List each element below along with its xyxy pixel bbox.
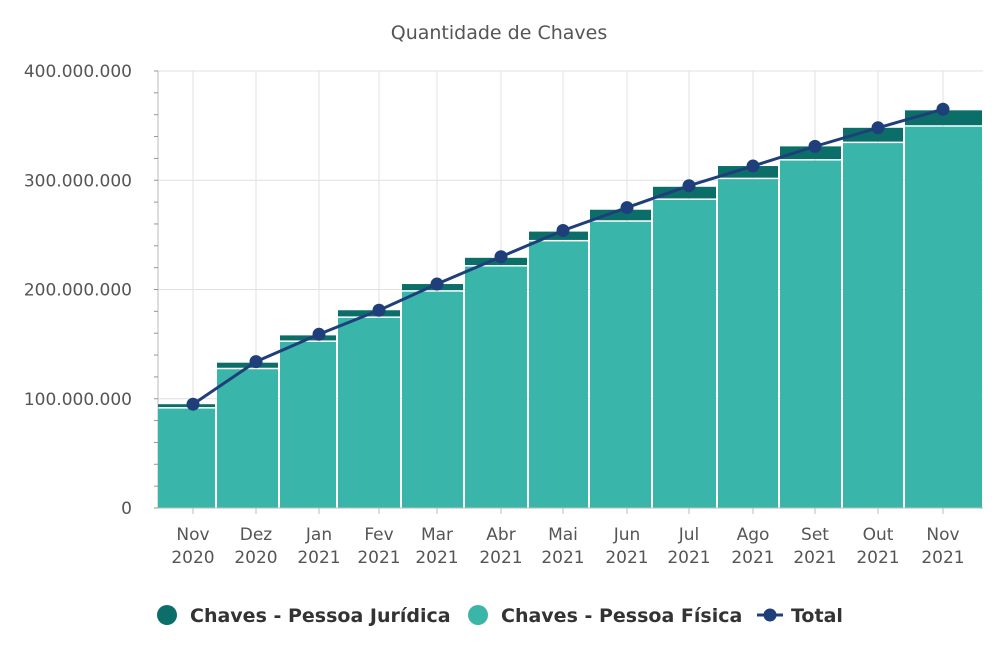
x-tick-label-year: 2021	[297, 548, 340, 568]
x-tick-label-year: 2021	[793, 548, 836, 568]
legend-label: Total	[791, 605, 843, 627]
bar-pessoa-fisica	[280, 341, 336, 508]
bar-pessoa-fisica	[780, 160, 841, 508]
legend[interactable]: Chaves - Pessoa Jurídica Chaves - Pessoa …	[157, 605, 843, 627]
y-tick-label: 0	[121, 499, 132, 519]
total-point	[312, 327, 326, 341]
legend-item[interactable]: Chaves - Pessoa Jurídica	[157, 605, 451, 627]
bar-pessoa-juridica	[653, 186, 716, 199]
y-tick-label: 300.000.000	[24, 171, 132, 191]
x-tick-label-month: Set	[801, 525, 829, 545]
bar-pessoa-juridica	[590, 209, 651, 221]
legend-item[interactable]: Total	[757, 605, 843, 627]
x-tick-label-year: 2021	[415, 548, 458, 568]
x-tick-label-month: Nov	[926, 525, 959, 545]
bar-pessoa-juridica	[529, 231, 588, 240]
total-point	[682, 179, 696, 193]
x-tick-label-year: 2021	[357, 548, 400, 568]
x-tick-label-month: Dez	[240, 525, 273, 545]
bars	[158, 110, 982, 509]
legend-marker	[763, 608, 777, 622]
y-tick-label: 100.000.000	[24, 390, 132, 410]
legend-label: Chaves - Pessoa Jurídica	[190, 605, 451, 627]
bar-pessoa-juridica	[217, 362, 278, 368]
legend-swatch	[157, 605, 177, 625]
x-tick-label-year: 2020	[234, 548, 277, 568]
bar-pessoa-fisica	[217, 369, 278, 508]
bar-pessoa-fisica	[465, 266, 527, 508]
x-tick-label-year: 2021	[479, 548, 522, 568]
total-line	[186, 102, 950, 411]
x-tick-label-month: Abr	[486, 525, 515, 545]
legend-swatch	[468, 605, 488, 625]
bar-pessoa-fisica	[718, 179, 778, 508]
x-tick-label-month: Mai	[548, 525, 578, 545]
y-tick-label: 400.000.000	[24, 62, 132, 82]
total-point	[430, 277, 444, 291]
x-axis: Nov 2020 Dez 2020 Jan 2021 Fev 2021 Mar 2021 Abr 20…	[158, 507, 983, 568]
total-point	[372, 303, 386, 317]
x-tick-label-month: Nov	[176, 525, 209, 545]
x-tick-label-year: 2021	[856, 548, 899, 568]
total-point	[936, 102, 950, 116]
total-point	[494, 250, 508, 264]
x-tick-label-month: Ago	[737, 525, 770, 545]
x-tick-label-year: 2021	[921, 548, 964, 568]
bar-pessoa-fisica	[402, 291, 463, 508]
bar-pessoa-fisica	[905, 126, 982, 508]
bar-pessoa-juridica	[780, 146, 841, 160]
x-tick-label-month: Out	[863, 525, 894, 545]
total-point	[808, 139, 822, 153]
bar-pessoa-fisica	[843, 143, 903, 509]
x-tick-label-year: 2021	[731, 548, 774, 568]
total-point	[746, 159, 760, 173]
x-tick-label-year: 2021	[605, 548, 648, 568]
total-point	[186, 397, 200, 411]
bar-pessoa-juridica	[843, 127, 903, 142]
x-tick-label-month: Mar	[421, 525, 453, 545]
bar-pessoa-juridica	[465, 257, 527, 266]
x-tick-label-year: 2020	[171, 548, 214, 568]
chart-title: Quantidade de Chaves	[391, 22, 607, 44]
total-point	[620, 201, 634, 215]
legend-item[interactable]: Chaves - Pessoa Física	[468, 605, 742, 627]
bar-pessoa-juridica	[718, 166, 778, 178]
bar-pessoa-fisica	[338, 317, 400, 508]
legend-label: Chaves - Pessoa Física	[501, 605, 742, 627]
y-axis: 0 100.000.000 200.000.000 300.000.000 400.00…	[24, 62, 159, 519]
total-point	[871, 121, 885, 135]
bar-pessoa-fisica	[529, 241, 588, 508]
bar-pessoa-fisica	[653, 199, 716, 509]
bar-pessoa-fisica	[590, 221, 651, 508]
x-tick-label-month: Jan	[305, 525, 332, 545]
y-tick-label: 200.000.000	[24, 281, 132, 301]
x-tick-label-year: 2021	[541, 548, 584, 568]
x-tick-label-month: Jul	[678, 525, 700, 545]
total-point	[556, 224, 570, 238]
x-tick-label-year: 2021	[667, 548, 710, 568]
bar-pessoa-juridica	[158, 404, 215, 408]
x-tick-label-month: Jun	[613, 525, 641, 545]
x-tick-label-month: Fev	[364, 525, 393, 545]
total-point	[249, 355, 263, 369]
bar-pessoa-fisica	[158, 408, 215, 508]
